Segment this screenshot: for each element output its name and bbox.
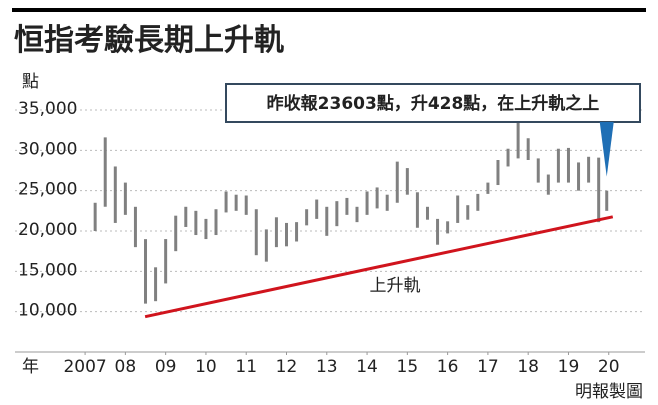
x-tick-label: 10 [195,357,217,377]
plot-area: 10,000 15,000 20,000 25,000 30,000 35,000 2007… [15,99,645,377]
x-tick-label: 08 [115,357,137,377]
x-tick-label: 15 [397,357,419,377]
x-tick-label: 13 [316,357,338,377]
annotation-box [225,83,641,123]
trend-label: 上升軌 [370,276,421,296]
y-tick-label: 20,000 [18,220,77,240]
x-tick-label: 2007 [63,357,106,377]
x-tick-label: 14 [356,357,378,377]
y-tick-label: 10,000 [18,301,77,321]
x-tick-label: 12 [276,357,298,377]
x-tick-label: 19 [558,357,580,377]
annotation-pointer [599,122,614,177]
x-tick-label: 18 [517,357,539,377]
y-axis-label: 點 [22,72,39,92]
x-axis-label: 年 [22,357,39,377]
trend-line [144,215,614,319]
x-tick-label: 09 [155,357,177,377]
annotation: 昨收報23603點，升428點，在上升軌之上 [267,93,600,114]
x-tick-label: 20 [598,357,620,377]
y-tick-label: 15,000 [18,260,77,280]
chart-title: 恒指考驗長期上升軌 [14,23,284,58]
x-tick-label: 17 [477,357,499,377]
y-tick-label: 30,000 [18,139,77,159]
x-tick-label: 16 [437,357,459,377]
source: 明報製圖 [575,382,643,402]
y-tick-label: 35,000 [18,99,77,119]
y-tick-label: 25,000 [18,180,77,200]
x-tick-label: 11 [235,357,257,377]
